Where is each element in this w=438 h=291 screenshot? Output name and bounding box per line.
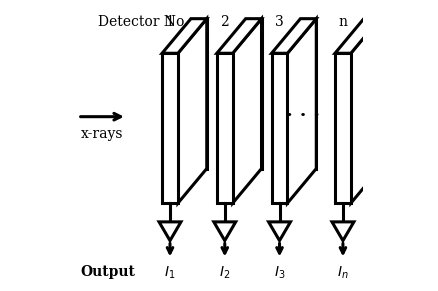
Polygon shape [162,19,207,53]
Polygon shape [351,19,380,203]
Text: $I_1$: $I_1$ [164,264,176,281]
Polygon shape [335,19,380,53]
Polygon shape [364,19,380,168]
Text: x-rays: x-rays [81,127,123,141]
Polygon shape [287,19,316,203]
Polygon shape [178,19,207,203]
Text: 3: 3 [275,15,284,29]
Polygon shape [217,19,261,53]
Text: . . .: . . . [286,102,320,120]
Text: Detector No.: Detector No. [98,15,188,29]
Polygon shape [332,222,354,241]
Polygon shape [217,53,233,203]
Polygon shape [268,222,290,241]
Polygon shape [246,19,261,168]
Polygon shape [159,222,181,241]
Polygon shape [300,19,316,168]
Polygon shape [214,222,236,241]
Polygon shape [335,53,351,203]
Text: $I_2$: $I_2$ [219,264,230,281]
Polygon shape [272,53,287,203]
Text: n: n [339,15,347,29]
Text: Output: Output [81,265,135,279]
Polygon shape [191,19,207,168]
Text: $I_n$: $I_n$ [337,264,349,281]
Text: $I_3$: $I_3$ [274,264,285,281]
Polygon shape [272,19,316,53]
Text: 2: 2 [220,15,229,29]
Polygon shape [233,19,261,203]
Polygon shape [162,53,178,203]
Text: 1: 1 [166,15,174,29]
